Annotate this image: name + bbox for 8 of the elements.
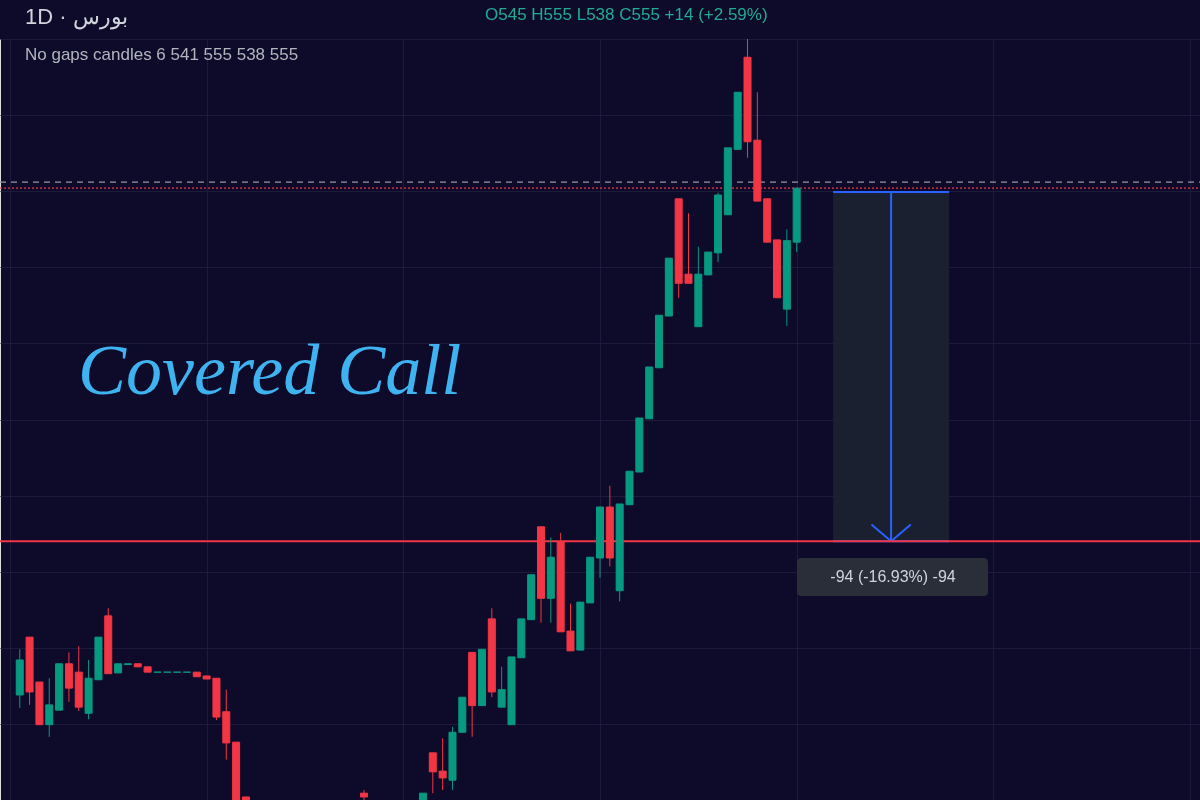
candlestick [359,789,368,800]
annotation: -94 (-16.93%) -94 [830,568,956,585]
chart-title: 1D · بورس [25,4,128,30]
candlestick [704,251,713,276]
chart-subtitle: O545 H555 L538 C555 +14 (+2.59%) [485,5,768,24]
annotation: Covered Call [78,330,462,410]
candlestick [45,677,54,738]
annotation: No gaps candles 6 541 555 538 555 [25,45,299,64]
